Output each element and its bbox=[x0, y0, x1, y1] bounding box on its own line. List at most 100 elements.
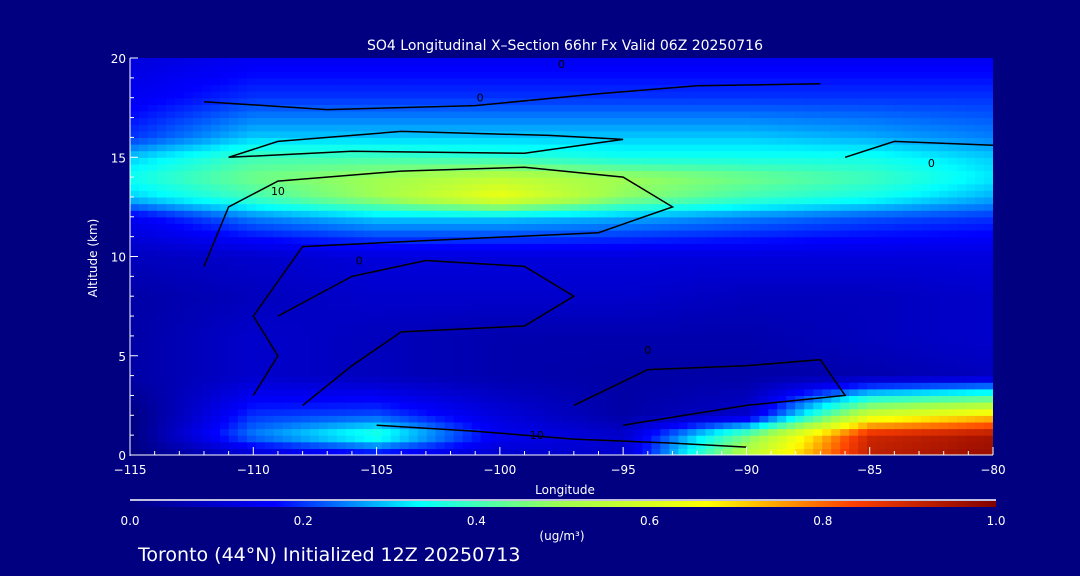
heatmap-cell bbox=[597, 342, 608, 350]
heatmap-cell bbox=[903, 210, 913, 218]
heatmap-cell bbox=[516, 329, 527, 337]
heatmap-cell bbox=[849, 355, 859, 363]
heatmap-cell bbox=[480, 362, 491, 370]
heatmap-cell bbox=[228, 408, 239, 416]
heatmap-cell bbox=[426, 335, 437, 344]
heatmap-cell bbox=[192, 190, 203, 198]
heatmap-cell bbox=[822, 276, 832, 284]
heatmap-cell bbox=[354, 117, 365, 125]
heatmap-cell bbox=[408, 362, 419, 370]
heatmap-cell bbox=[489, 421, 500, 430]
heatmap-cell bbox=[867, 408, 877, 416]
heatmap-cell bbox=[849, 223, 859, 231]
heatmap-cell bbox=[444, 428, 455, 436]
heatmap-cell bbox=[939, 388, 949, 396]
heatmap-cell bbox=[399, 223, 410, 231]
heatmap-cell bbox=[453, 309, 464, 317]
heatmap-cell bbox=[894, 369, 904, 377]
heatmap-cell bbox=[732, 382, 742, 390]
heatmap-cell bbox=[606, 190, 616, 198]
heatmap-cell bbox=[345, 230, 356, 238]
heatmap-cell bbox=[642, 441, 652, 449]
heatmap-cell bbox=[345, 183, 356, 191]
heatmap-cell bbox=[912, 157, 922, 165]
heatmap-cell bbox=[498, 428, 509, 436]
heatmap-cell bbox=[543, 256, 554, 264]
heatmap-cell bbox=[399, 210, 410, 218]
heatmap-cell bbox=[264, 223, 275, 231]
heatmap-cell bbox=[210, 421, 221, 430]
heatmap-cell bbox=[831, 283, 841, 291]
heatmap-cell bbox=[885, 369, 895, 377]
heatmap-cell bbox=[777, 144, 787, 152]
heatmap-cell bbox=[750, 210, 760, 218]
heatmap-cell bbox=[750, 256, 760, 264]
heatmap-cell bbox=[813, 130, 823, 138]
heatmap-cell bbox=[984, 163, 993, 172]
heatmap-cell bbox=[912, 395, 922, 403]
heatmap-cell bbox=[669, 435, 679, 443]
heatmap-cell bbox=[750, 216, 760, 224]
heatmap-cell bbox=[148, 283, 158, 291]
heatmap-cell bbox=[345, 335, 356, 344]
heatmap-cell bbox=[408, 130, 419, 138]
heatmap-cell bbox=[327, 236, 338, 244]
heatmap-cell bbox=[741, 256, 751, 264]
heatmap-cell bbox=[183, 355, 194, 363]
heatmap-cell bbox=[939, 402, 949, 410]
heatmap-cell bbox=[183, 236, 194, 244]
heatmap-cell bbox=[705, 369, 715, 377]
heatmap-cell bbox=[885, 150, 895, 158]
heatmap-cell bbox=[345, 375, 356, 383]
heatmap-cell bbox=[130, 355, 140, 363]
heatmap-cell bbox=[282, 349, 293, 357]
heatmap-cell bbox=[696, 342, 706, 350]
heatmap-cell bbox=[561, 402, 572, 410]
heatmap-cell bbox=[741, 243, 751, 251]
heatmap-cell bbox=[408, 435, 419, 443]
heatmap-cell bbox=[597, 263, 608, 271]
heatmap-cell bbox=[246, 203, 257, 211]
heatmap-cell bbox=[741, 428, 751, 436]
heatmap-cell bbox=[291, 190, 302, 198]
heatmap-cell bbox=[381, 309, 392, 317]
heatmap-cell bbox=[273, 355, 284, 363]
heatmap-cell bbox=[579, 117, 590, 125]
heatmap-cell bbox=[534, 243, 545, 251]
heatmap-cell bbox=[795, 329, 805, 337]
heatmap-cell bbox=[939, 210, 949, 218]
heatmap-cell bbox=[624, 441, 634, 449]
heatmap-cell bbox=[543, 283, 554, 291]
heatmap-cell bbox=[732, 130, 742, 138]
heatmap-cell bbox=[759, 263, 769, 271]
heatmap-cell bbox=[552, 316, 563, 324]
heatmap-cell bbox=[219, 355, 230, 363]
heatmap-cell bbox=[912, 223, 922, 231]
heatmap-cell bbox=[444, 421, 455, 430]
heatmap-cell bbox=[939, 230, 949, 238]
heatmap-cell bbox=[786, 302, 796, 310]
heatmap-cell bbox=[768, 369, 778, 377]
heatmap-cell bbox=[148, 183, 158, 191]
heatmap-cell bbox=[570, 395, 581, 403]
heatmap-cell bbox=[606, 216, 616, 224]
heatmap-cell bbox=[183, 183, 194, 191]
heatmap-cell bbox=[957, 256, 967, 264]
heatmap-cell bbox=[606, 223, 616, 231]
heatmap-cell bbox=[516, 157, 527, 165]
heatmap-cell bbox=[867, 421, 877, 430]
heatmap-cell bbox=[777, 421, 787, 430]
heatmap-cell bbox=[849, 283, 859, 291]
heatmap-cell bbox=[768, 144, 778, 152]
heatmap-cell bbox=[930, 150, 940, 158]
heatmap-cell bbox=[894, 395, 904, 403]
heatmap-cell bbox=[381, 302, 392, 310]
heatmap-cell bbox=[507, 408, 518, 416]
heatmap-cell bbox=[822, 137, 832, 145]
heatmap-cell bbox=[849, 369, 859, 377]
heatmap-cell bbox=[201, 130, 212, 138]
heatmap-cell bbox=[723, 230, 733, 238]
heatmap-cell bbox=[426, 362, 437, 370]
heatmap-cell bbox=[984, 421, 993, 430]
heatmap-cell bbox=[130, 144, 140, 152]
